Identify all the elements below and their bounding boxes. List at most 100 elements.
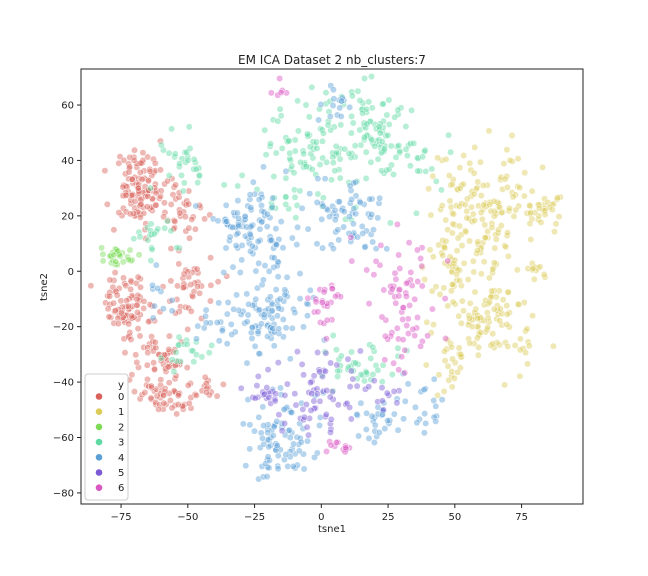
data-point-0 (134, 308, 141, 316)
data-point-0 (114, 320, 122, 328)
data-point-1 (454, 266, 462, 274)
data-point-0 (179, 284, 187, 292)
data-point-6 (277, 89, 285, 96)
data-point-0 (121, 349, 129, 357)
data-point-3 (313, 144, 321, 152)
data-point-4 (260, 313, 268, 321)
data-point-0 (181, 213, 189, 221)
data-point-6 (403, 279, 410, 287)
data-point-0 (142, 220, 150, 228)
data-point-0 (120, 274, 127, 282)
data-point-5 (347, 415, 355, 423)
data-point-3 (348, 348, 355, 356)
data-point-4 (266, 214, 274, 222)
data-point-3 (319, 194, 327, 202)
data-point-3 (316, 161, 324, 169)
data-point-3 (296, 187, 304, 195)
data-point-4 (335, 198, 343, 206)
data-point-4 (229, 263, 237, 271)
data-point-4 (420, 429, 428, 437)
data-point-4 (247, 222, 255, 230)
data-point-4 (386, 417, 394, 424)
data-point-3 (375, 123, 383, 131)
data-point-3 (175, 341, 182, 349)
data-point-0 (187, 380, 194, 387)
data-point-3 (380, 147, 388, 155)
data-point-4 (246, 421, 254, 429)
data-point-4 (248, 334, 256, 342)
data-point-3 (361, 75, 368, 82)
x-axis-label: tsne1 (318, 524, 346, 535)
data-point-4 (258, 218, 266, 226)
data-point-0 (140, 297, 148, 305)
data-point-1 (503, 302, 511, 310)
data-point-5 (272, 390, 280, 398)
data-point-1 (483, 326, 491, 334)
data-point-4 (371, 421, 379, 429)
data-point-1 (456, 222, 464, 230)
data-point-3 (190, 358, 198, 366)
data-point-4 (243, 318, 251, 326)
data-point-3 (268, 199, 275, 207)
data-point-1 (436, 290, 444, 298)
data-point-0 (146, 301, 154, 309)
data-point-3 (356, 97, 364, 104)
data-point-1 (454, 234, 462, 242)
data-point-3 (386, 219, 394, 227)
data-point-0 (157, 376, 165, 384)
data-point-3 (322, 100, 330, 108)
data-point-1 (471, 143, 479, 151)
data-point-3 (367, 354, 375, 362)
data-point-1 (490, 305, 498, 313)
data-point-4 (238, 241, 246, 249)
data-point-4 (348, 195, 356, 203)
data-point-0 (128, 191, 135, 199)
data-point-6 (407, 276, 414, 284)
data-point-3 (402, 145, 410, 153)
data-point-6 (327, 298, 335, 306)
data-point-3 (316, 105, 323, 113)
data-point-4 (296, 295, 304, 303)
data-point-1 (450, 374, 458, 382)
data-point-1 (460, 307, 467, 315)
data-point-3 (390, 171, 397, 178)
data-point-1 (490, 212, 498, 220)
data-point-1 (479, 182, 487, 189)
data-point-0 (185, 224, 193, 232)
data-point-3 (368, 136, 376, 144)
data-point-3 (335, 166, 343, 174)
data-point-4 (304, 225, 312, 233)
data-point-4 (282, 167, 290, 175)
data-point-3 (184, 156, 192, 164)
data-point-3 (331, 167, 339, 175)
data-point-1 (506, 204, 513, 212)
data-point-1 (516, 184, 524, 192)
data-point-4 (259, 434, 266, 442)
data-point-3 (167, 227, 175, 235)
data-point-5 (316, 397, 324, 405)
data-point-4 (255, 259, 263, 267)
data-point-4 (383, 245, 391, 253)
data-point-4 (241, 212, 249, 220)
data-point-5 (322, 349, 330, 357)
data-point-1 (513, 266, 521, 274)
data-point-0 (122, 282, 130, 290)
data-point-3 (447, 148, 455, 156)
data-point-4 (220, 269, 228, 276)
data-point-1 (472, 185, 480, 193)
data-point-0 (140, 304, 148, 312)
legend: y 0 1 2 3 4 5 6 (84, 373, 129, 501)
data-point-0 (175, 390, 182, 398)
data-point-1 (535, 204, 543, 212)
data-point-1 (529, 312, 537, 320)
data-point-1 (464, 276, 472, 284)
data-point-4 (282, 324, 290, 332)
data-point-3 (329, 159, 337, 167)
data-point-1 (505, 323, 513, 331)
data-point-1 (489, 340, 497, 348)
data-point-0 (155, 351, 163, 359)
data-point-4 (373, 433, 381, 440)
data-point-0 (145, 318, 152, 326)
data-point-1 (453, 247, 461, 255)
data-point-1 (456, 277, 464, 284)
